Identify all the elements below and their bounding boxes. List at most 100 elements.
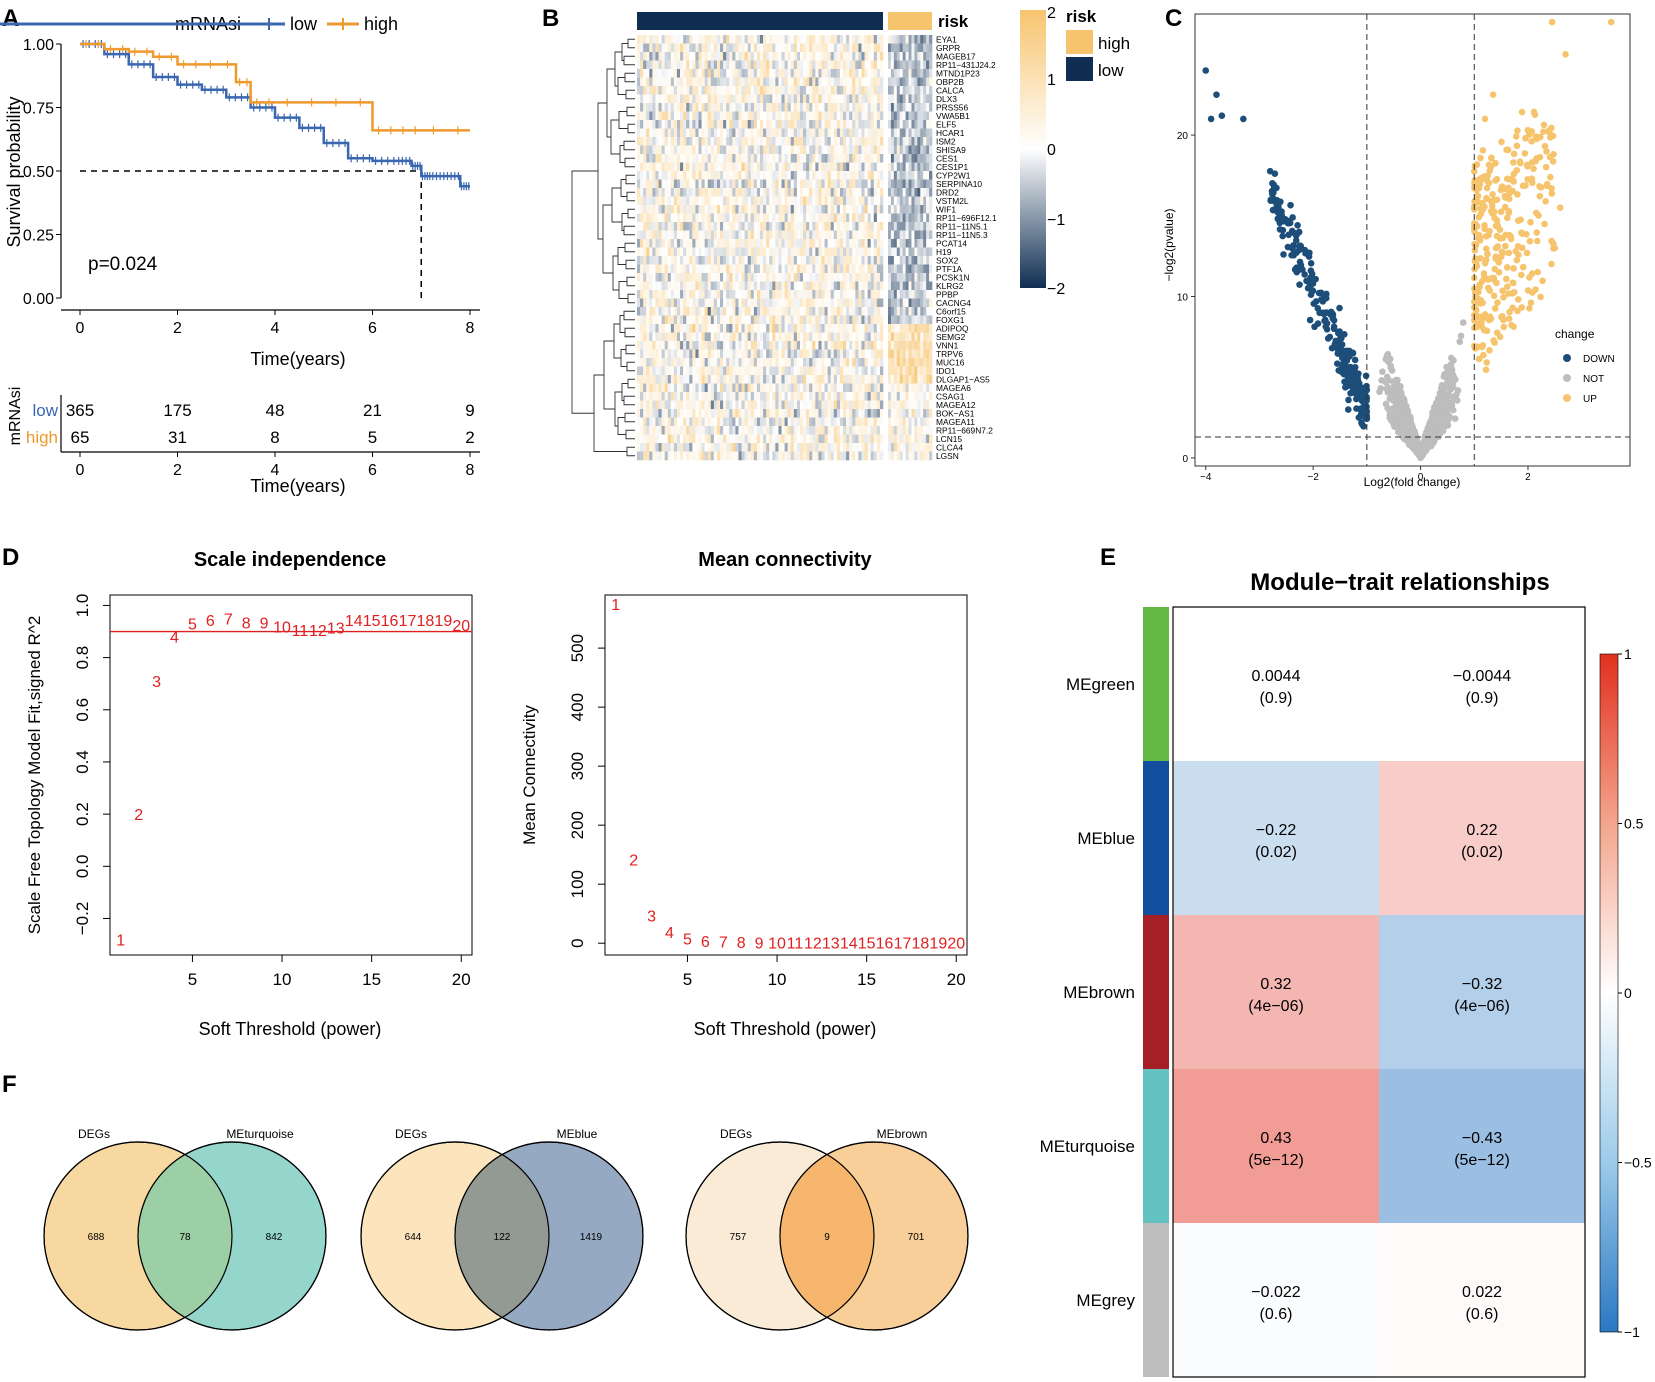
heatmap-cell: [754, 384, 757, 393]
heatmap-cell: [785, 44, 788, 53]
heatmap-cell: [775, 52, 778, 61]
heatmap-cell: [732, 401, 735, 410]
heatmap-cell: [646, 273, 649, 282]
heatmap-cell: [778, 367, 781, 376]
heatmap-cell: [637, 44, 640, 53]
heatmap-cell: [662, 273, 665, 282]
heatmap-cell: [748, 307, 751, 316]
heatmap-cell: [674, 214, 677, 223]
heatmap-cell: [874, 367, 877, 376]
heatmap-cell: [920, 273, 923, 282]
heatmap-cell: [880, 282, 883, 291]
heatmap-cell: [745, 214, 748, 223]
heatmap-cell: [843, 129, 846, 138]
heatmap-cell: [888, 409, 891, 418]
heatmap-cell: [695, 316, 698, 325]
heatmap-cell: [766, 95, 769, 104]
heatmap-cell: [729, 69, 732, 78]
heatmap-cell: [900, 137, 903, 146]
heatmap-cell: [705, 409, 708, 418]
heatmap-cell: [742, 282, 745, 291]
heatmap-cell: [692, 239, 695, 248]
heatmap-cell: [695, 197, 698, 206]
heatmap-cell: [923, 154, 926, 163]
heatmap-cell: [729, 137, 732, 146]
heatmap-cell: [748, 103, 751, 112]
heatmap-cell: [837, 61, 840, 70]
heatmap-cell: [822, 146, 825, 155]
heatmap-cell: [754, 392, 757, 401]
heatmap-cell: [699, 443, 702, 452]
heatmap-cell: [643, 44, 646, 53]
heatmap-cell: [732, 333, 735, 342]
heatmap-cell: [775, 358, 778, 367]
heatmap-cell: [785, 435, 788, 444]
heatmap-cell: [812, 409, 815, 418]
heatmap-cell: [803, 324, 806, 333]
heatmap-cell: [865, 78, 868, 87]
heatmap-cell: [738, 282, 741, 291]
heatmap-cell: [852, 316, 855, 325]
heatmap-cell: [877, 316, 880, 325]
heatmap-cell: [926, 44, 929, 53]
heatmap-cell: [900, 239, 903, 248]
heatmap-cell: [894, 35, 897, 44]
heatmap-cell: [742, 341, 745, 350]
heatmap-cell: [843, 163, 846, 172]
heatmap-cell: [858, 409, 861, 418]
heatmap-cell: [705, 112, 708, 121]
heatmap-cell: [900, 290, 903, 299]
heatmap-cell: [837, 333, 840, 342]
heatmap-cell: [831, 290, 834, 299]
heatmap-cell: [852, 188, 855, 197]
heatmap-cell: [877, 443, 880, 452]
heatmap-cell: [723, 120, 726, 129]
heatmap-cell: [772, 205, 775, 214]
heatmap-cell: [903, 290, 906, 299]
heatmap-cell: [695, 205, 698, 214]
heatmap-cell: [714, 435, 717, 444]
heatmap-cell: [917, 367, 920, 376]
heatmap-cell: [742, 256, 745, 265]
heatmap-cell: [735, 367, 738, 376]
heatmap-cell: [911, 180, 914, 189]
heatmap-cell: [917, 248, 920, 257]
heatmap-cell: [920, 231, 923, 240]
heatmap-cell: [649, 205, 652, 214]
heatmap-cell: [772, 95, 775, 104]
heatmap-cell: [900, 435, 903, 444]
heatmap-cell: [763, 307, 766, 316]
heatmap-cell: [729, 290, 732, 299]
heatmap-cell: [662, 205, 665, 214]
heatmap-cell: [843, 171, 846, 180]
heatmap-cell: [809, 443, 812, 452]
heatmap-cell: [822, 163, 825, 172]
heatmap-cell: [923, 171, 926, 180]
heatmap-cell: [906, 282, 909, 291]
heatmap-cell: [929, 401, 932, 410]
heatmap-cell: [637, 333, 640, 342]
heatmap-cell: [763, 443, 766, 452]
heatmap-cell: [680, 282, 683, 291]
heatmap-cell: [646, 103, 649, 112]
heatmap-cell: [797, 214, 800, 223]
heatmap-cell: [763, 435, 766, 444]
heatmap-cell: [828, 256, 831, 265]
heatmap-cell: [818, 78, 821, 87]
heatmap-cell: [782, 316, 785, 325]
heatmap-cell: [766, 316, 769, 325]
heatmap-cell: [717, 69, 720, 78]
heatmap-cell: [880, 154, 883, 163]
heatmap-cell: [909, 324, 912, 333]
heatmap-cell: [794, 452, 797, 461]
heatmap-cell: [782, 163, 785, 172]
heatmap-cell: [683, 239, 686, 248]
heatmap-cell: [726, 112, 729, 121]
heatmap-cell: [708, 35, 711, 44]
heatmap-cell: [778, 265, 781, 274]
heatmap-cell: [903, 205, 906, 214]
heatmap-cell: [868, 282, 871, 291]
heatmap-cell: [754, 282, 757, 291]
heatmap-cell: [794, 146, 797, 155]
heatmap-cell: [871, 452, 874, 461]
